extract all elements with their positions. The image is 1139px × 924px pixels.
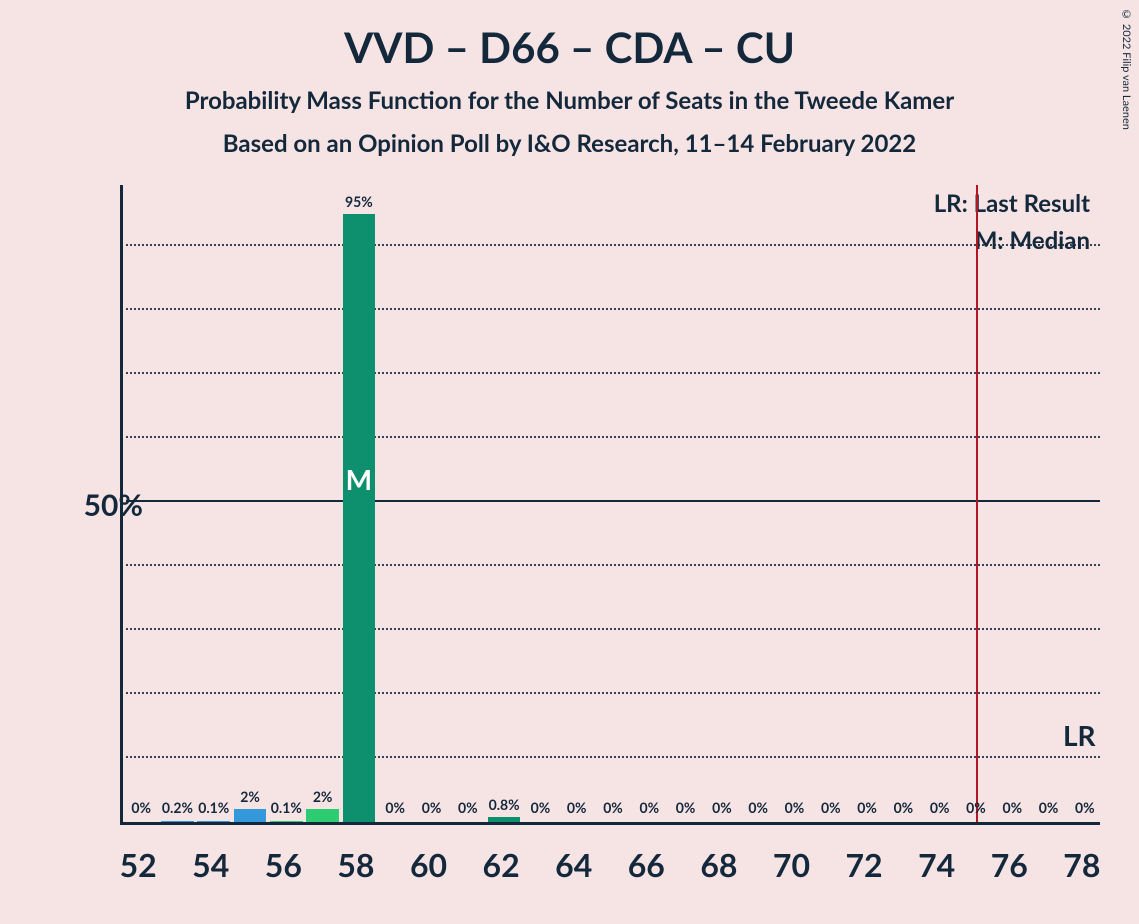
bar: 0.8% (488, 817, 521, 822)
bar-value-label: 0% (458, 799, 478, 820)
bar: 0% (560, 821, 593, 822)
bar-value-label: 0% (676, 799, 696, 820)
bar-value-label: 0% (1039, 799, 1059, 820)
x-tick-label: 68 (700, 845, 737, 884)
bars-container: 0%0.2%0.1%2%0.1%2%95%M0%0%0%0.8%0%0%0%0%… (123, 185, 1100, 822)
bar: 0% (1032, 821, 1065, 822)
x-tick-label: 56 (265, 845, 302, 884)
x-tick-label: 60 (410, 845, 447, 884)
x-tick-label: 62 (483, 845, 520, 884)
bar-value-label: 0.1% (271, 799, 302, 820)
bar-value-label: 0% (712, 799, 732, 820)
chart-subtitle-2: Based on an Opinion Poll by I&O Research… (0, 129, 1139, 158)
x-tick-label: 78 (1063, 845, 1100, 884)
plot-frame: LR: Last Result M: Median LR 0%0.2%0.1%2… (120, 185, 1100, 825)
chart-subtitle-1: Probability Mass Function for the Number… (0, 86, 1139, 115)
bar: 0% (669, 821, 702, 822)
median-marker: M (346, 462, 372, 496)
bar: 0% (1069, 821, 1102, 822)
x-tick-label: 70 (773, 845, 810, 884)
bar-value-label: 0.8% (489, 796, 520, 817)
titles: VVD – D66 – CDA – CU Probability Mass Fu… (0, 0, 1139, 158)
bar-value-label: 0% (385, 799, 405, 820)
bar-value-label: 0% (422, 799, 442, 820)
bar-value-label: 0% (894, 799, 914, 820)
bar: 95%M (343, 214, 376, 822)
x-tick-label: 52 (120, 845, 157, 884)
bar: 0% (742, 821, 775, 822)
bar: 0% (706, 821, 739, 822)
x-tick-label: 76 (991, 845, 1028, 884)
bar-value-label: 0% (821, 799, 841, 820)
bar: 0% (524, 821, 557, 822)
x-tick-label: 54 (192, 845, 229, 884)
bar-value-label: 0% (930, 799, 950, 820)
bar-value-label: 0% (857, 799, 877, 820)
bar: 0.1% (270, 821, 303, 822)
x-tick-label: 64 (555, 845, 592, 884)
bar-value-label: 2% (313, 788, 333, 809)
chart-title: VVD – D66 – CDA – CU (0, 22, 1139, 72)
bar-value-label: 0% (131, 799, 151, 820)
bar: 0% (923, 821, 956, 822)
bar: 0% (996, 821, 1029, 822)
bar: 0% (814, 821, 847, 822)
bar: 0% (887, 821, 920, 822)
bar: 0% (415, 821, 448, 822)
bar-value-label: 0% (639, 799, 659, 820)
bar: 0% (633, 821, 666, 822)
bar: 0.1% (197, 821, 230, 822)
bar-value-label: 0% (1075, 799, 1095, 820)
bar: 0% (125, 821, 158, 822)
bar-value-label: 0% (1002, 799, 1022, 820)
bar-value-label: 0.2% (162, 799, 193, 820)
bar: 0.2% (161, 821, 194, 822)
bar: 0% (960, 821, 993, 822)
bar-value-label: 0.1% (198, 799, 229, 820)
x-tick-label: 74 (918, 845, 955, 884)
bar: 0% (597, 821, 630, 822)
x-tick-label: 58 (337, 845, 374, 884)
x-tick-label: 72 (846, 845, 883, 884)
chart-area: LR: Last Result M: Median LR 0%0.2%0.1%2… (120, 185, 1100, 825)
bar-value-label: 0% (603, 799, 623, 820)
bar-value-label: 0% (567, 799, 587, 820)
bar: 0% (379, 821, 412, 822)
bar: 2% (234, 809, 267, 822)
bar: 0% (851, 821, 884, 822)
bar-value-label: 2% (240, 788, 260, 809)
x-axis: 52 54 56 58 60 62 64 66 68 70 72 74 76 78 (120, 845, 1100, 905)
bar: 2% (306, 809, 339, 822)
bar-value-label: 0% (966, 799, 986, 820)
bar-value-label: 0% (785, 799, 805, 820)
x-tick-label: 66 (628, 845, 665, 884)
bar-value-label: 95% (345, 193, 373, 214)
y-axis-label-50: 50% (84, 487, 143, 523)
bar: 0% (451, 821, 484, 822)
bar-value-label: 0% (531, 799, 551, 820)
bar: 0% (778, 821, 811, 822)
bar-value-label: 0% (748, 799, 768, 820)
copyright-text: © 2022 Filip van Laenen (1120, 8, 1133, 130)
